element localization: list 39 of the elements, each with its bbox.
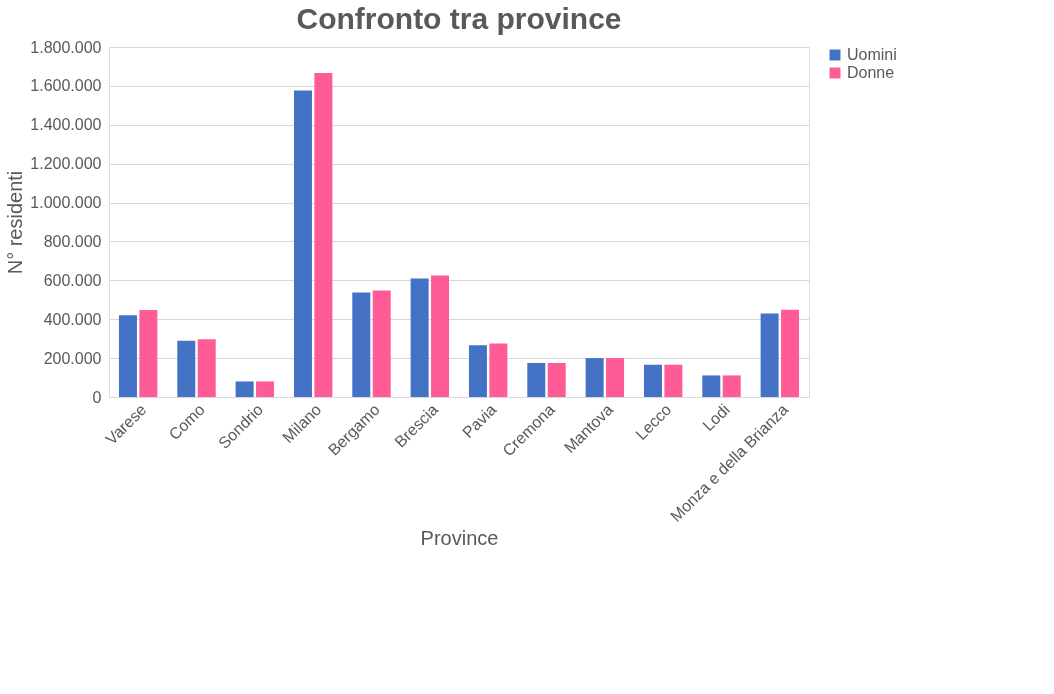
y-tick-label: 600.000 — [43, 271, 102, 289]
bar — [118, 315, 137, 397]
bar — [352, 292, 371, 397]
legend-label: Donne — [847, 64, 895, 81]
bar — [547, 362, 566, 397]
y-tick-label: 1.600.000 — [30, 77, 102, 95]
bar — [468, 345, 487, 397]
bar — [431, 275, 450, 397]
y-tick-label: 200.000 — [43, 349, 102, 367]
bar — [293, 90, 312, 397]
bar — [585, 358, 604, 397]
y-tick-label: 1.000.000 — [30, 194, 102, 212]
bar — [722, 375, 741, 397]
y-tick-label: 0 — [92, 388, 102, 406]
bar — [781, 309, 800, 397]
chart-title: Confronto tra province — [296, 2, 622, 35]
y-tick-label: 400.000 — [43, 310, 102, 328]
y-tick-label: 1.800.000 — [30, 38, 102, 56]
bar — [664, 364, 683, 397]
x-axis-title: Province — [420, 526, 499, 549]
bar — [139, 309, 158, 397]
legend-label: Uomini — [847, 46, 897, 63]
bar — [314, 73, 333, 397]
y-tick-label: 800.000 — [43, 232, 102, 250]
bar — [256, 381, 275, 397]
bar — [489, 343, 508, 397]
y-tick-label: 1.400.000 — [30, 116, 102, 134]
bar — [197, 339, 216, 397]
bar — [527, 362, 546, 397]
y-axis-title: N° residenti — [4, 170, 27, 275]
bar — [760, 313, 779, 397]
bar — [643, 364, 662, 397]
bar — [177, 340, 196, 397]
bar — [702, 375, 721, 397]
bar — [235, 381, 254, 397]
y-tick-label: 1.200.000 — [30, 155, 102, 173]
bar — [410, 278, 429, 397]
bar — [606, 358, 625, 397]
bar — [372, 290, 391, 397]
